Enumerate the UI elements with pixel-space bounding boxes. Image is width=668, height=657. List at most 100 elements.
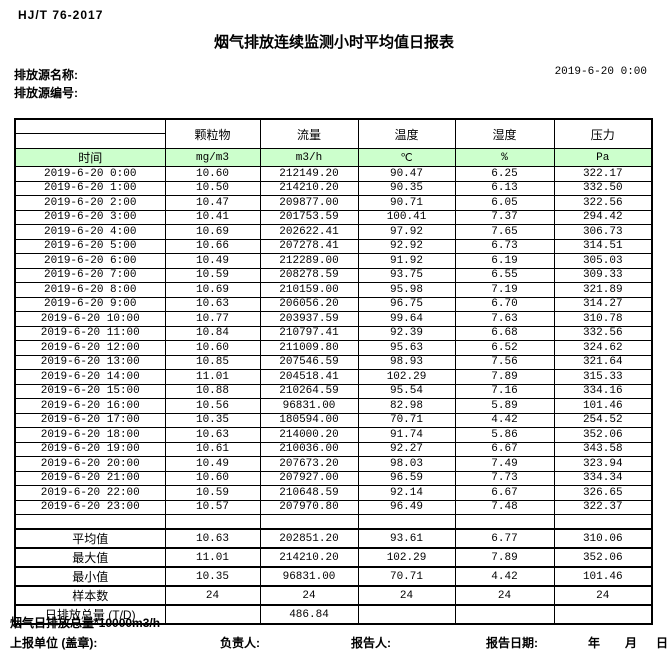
summary-label-cell: 最小值 (14, 566, 166, 587)
value-cell: 90.47 (357, 166, 456, 182)
report-datetime: 2019-6-20 0:00 (554, 66, 647, 78)
value-cell: 206056.20 (259, 296, 359, 312)
value-cell: 214210.20 (259, 180, 359, 196)
summary-label-cell: 最大值 (14, 547, 166, 568)
time-cell: 2019-6-20 16:00 (14, 398, 166, 414)
value-cell: 4.42 (454, 566, 555, 587)
day-label: 日 (656, 636, 668, 650)
standard-number: HJ/T 76-2017 (18, 8, 104, 22)
value-cell: 322.17 (553, 166, 653, 182)
unit-cell-pressure: Pa (553, 148, 653, 167)
summary-label-cell: 平均值 (14, 528, 166, 549)
value-cell: 486.84 (259, 604, 359, 625)
value-cell: 6.67 (454, 485, 555, 501)
data-row: 2019-6-20 8:00 10.69 210159.00 95.98 7.19 321… (14, 282, 653, 298)
value-cell: 95.98 (357, 282, 456, 298)
time-cell: 2019-6-20 3:00 (14, 209, 166, 225)
summary-row: 日排放总量 (T/D) 486.84 (14, 604, 653, 625)
summary-label-cell: 样本数 (14, 585, 166, 606)
value-cell: 102.29 (357, 547, 456, 568)
value-cell: 10.49 (164, 456, 261, 472)
value-cell: 203937.59 (259, 311, 359, 327)
value-cell (454, 514, 555, 530)
value-cell: 93.61 (357, 528, 456, 549)
column-header-pressure: 压力 (553, 118, 653, 149)
value-cell: 24 (454, 585, 555, 606)
summary-row: 样本数 24 24 24 24 24 (14, 585, 653, 606)
time-cell: 2019-6-20 5:00 (14, 238, 166, 254)
time-cell: 2019-6-20 21:00 (14, 470, 166, 486)
time-cell: 2019-6-20 2:00 (14, 195, 166, 211)
unit-cell-flow: m3/h (259, 148, 359, 167)
value-cell: 10.49 (164, 253, 261, 269)
value-cell: 7.16 (454, 383, 555, 399)
value-cell: 210264.59 (259, 383, 359, 399)
value-cell: 90.35 (357, 180, 456, 196)
time-header-split-cell (14, 118, 166, 149)
value-cell: 92.27 (357, 441, 456, 457)
value-cell: 92.14 (357, 485, 456, 501)
value-cell: 82.98 (357, 398, 456, 414)
value-cell: 97.92 (357, 224, 456, 240)
data-row: 2019-6-20 1:00 10.50 214210.20 90.35 6.13 332… (14, 180, 653, 196)
value-cell (553, 514, 653, 530)
value-cell: 10.66 (164, 238, 261, 254)
value-cell: 10.77 (164, 311, 261, 327)
value-cell: 208278.59 (259, 267, 359, 283)
value-cell: 10.50 (164, 180, 261, 196)
time-cell: 2019-6-20 11:00 (14, 325, 166, 341)
value-cell: 212149.20 (259, 166, 359, 182)
source-id-label: 排放源编号: (14, 86, 78, 100)
value-cell: 90.71 (357, 195, 456, 211)
value-cell (357, 604, 456, 625)
data-row: 2019-6-20 9:00 10.63 206056.20 96.75 6.70 314… (14, 296, 653, 312)
units-header-row: 时间 mg/m3 m3/h ℃ % Pa (14, 148, 653, 167)
value-cell: 207278.41 (259, 238, 359, 254)
value-cell: 352.06 (553, 547, 653, 568)
time-cell: 2019-6-20 14:00 (14, 369, 166, 385)
value-cell: 332.50 (553, 180, 653, 196)
value-cell: 210797.41 (259, 325, 359, 341)
value-cell: 5.86 (454, 427, 555, 443)
time-cell: 2019-6-20 17:00 (14, 412, 166, 428)
value-cell: 207927.00 (259, 470, 359, 486)
value-cell: 10.35 (164, 412, 261, 428)
value-cell: 310.06 (553, 528, 653, 549)
value-cell: 95.54 (357, 383, 456, 399)
value-cell: 10.60 (164, 470, 261, 486)
value-cell: 334.16 (553, 383, 653, 399)
time-cell: 2019-6-20 15:00 (14, 383, 166, 399)
value-cell: 323.94 (553, 456, 653, 472)
time-cell: 2019-6-20 22:00 (14, 485, 166, 501)
time-cell: 2019-6-20 19:00 (14, 441, 166, 457)
data-row: 2019-6-20 17:00 10.35 180594.00 70.71 4.42 25… (14, 412, 653, 428)
month-label: 月 (625, 636, 638, 650)
value-cell: 321.64 (553, 354, 653, 370)
value-cell: 6.68 (454, 325, 555, 341)
value-cell: 6.25 (454, 166, 555, 182)
value-cell: 11.01 (164, 369, 261, 385)
value-cell: 7.37 (454, 209, 555, 225)
value-cell (259, 514, 359, 530)
value-cell: 210036.00 (259, 441, 359, 457)
unit-cell-particulate: mg/m3 (164, 148, 261, 167)
value-cell: 7.48 (454, 499, 555, 515)
value-cell: 254.52 (553, 412, 653, 428)
value-cell: 6.05 (454, 195, 555, 211)
value-cell: 214000.20 (259, 427, 359, 443)
column-header-humidity: 湿度 (454, 118, 555, 149)
time-cell: 2019-6-20 7:00 (14, 267, 166, 283)
value-cell: 212289.00 (259, 253, 359, 269)
value-cell: 10.63 (164, 427, 261, 443)
value-cell: 91.74 (357, 427, 456, 443)
value-cell: 202622.41 (259, 224, 359, 240)
time-cell: 2019-6-20 8:00 (14, 282, 166, 298)
value-cell: 321.89 (553, 282, 653, 298)
summary-row: 最小值 10.35 96831.00 70.71 4.42 101.46 (14, 566, 653, 587)
data-row: 2019-6-20 2:00 10.47 209877.00 90.71 6.05 322… (14, 195, 653, 211)
value-cell: 7.89 (454, 547, 555, 568)
value-cell: 96.49 (357, 499, 456, 515)
data-row: 2019-6-20 15:00 10.88 210264.59 95.54 7.16 33… (14, 383, 653, 399)
page-title: 烟气排放连续监测小时平均值日报表 (213, 34, 454, 51)
value-cell: 294.42 (553, 209, 653, 225)
